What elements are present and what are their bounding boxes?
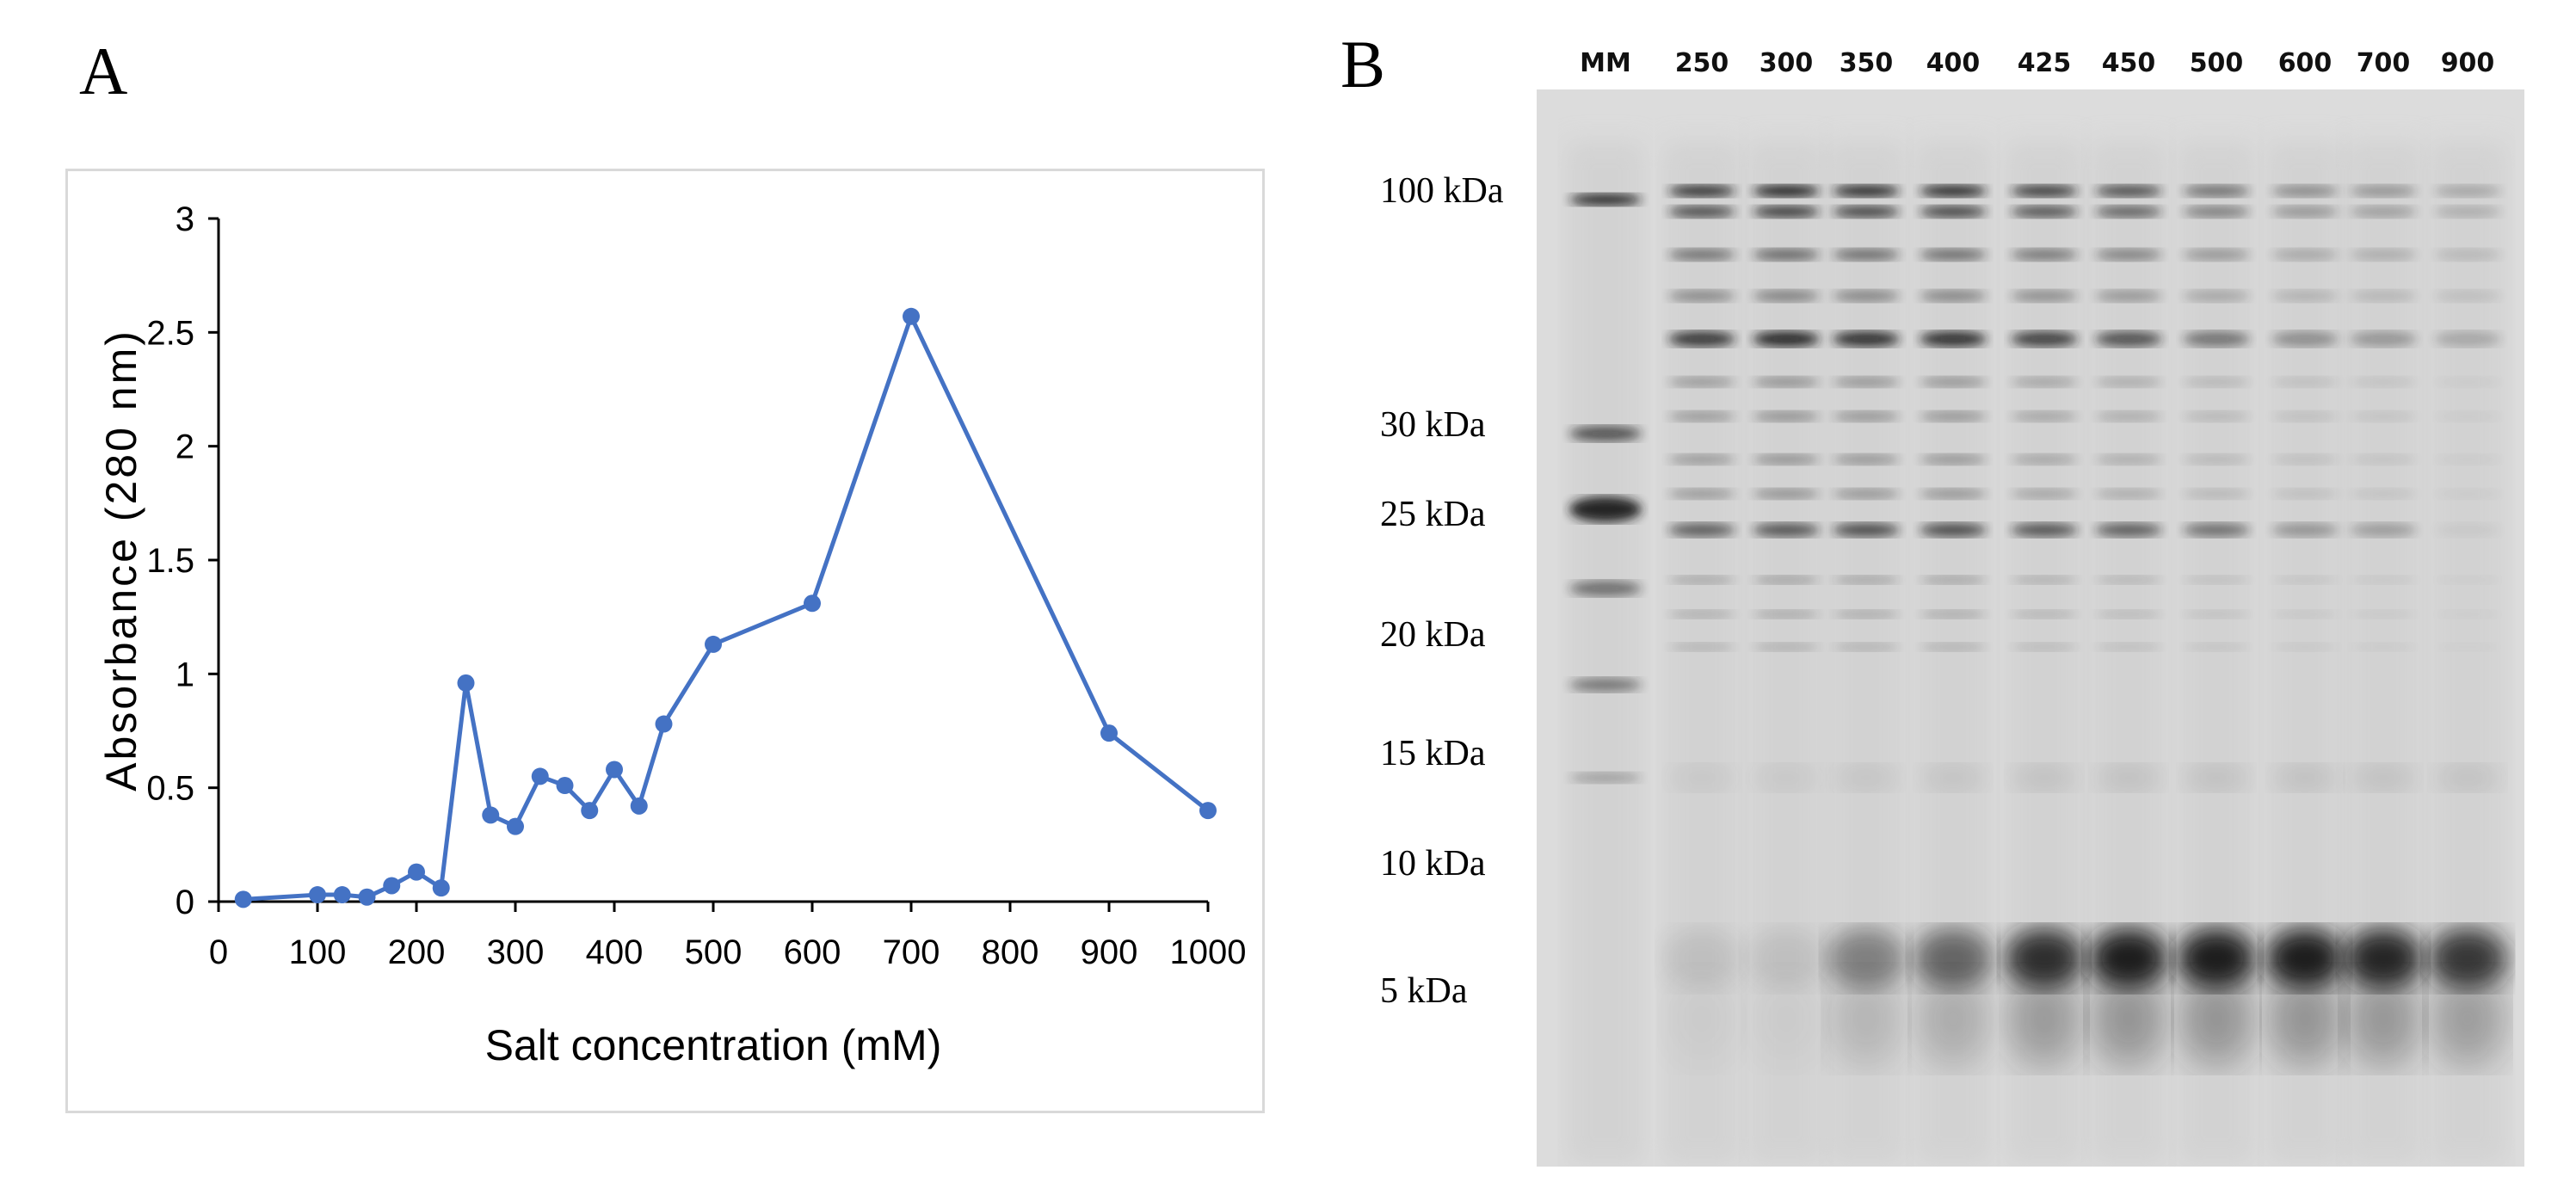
y-tick-label: 1.5 (146, 542, 194, 580)
x-tick-label: 500 (685, 933, 743, 971)
data-point (1199, 802, 1217, 820)
data-point (482, 806, 500, 824)
data-point (630, 797, 648, 815)
x-tick-label: 0 (209, 933, 228, 971)
lane-label: 300 (1759, 48, 1814, 78)
data-point (606, 761, 623, 779)
panel-b-label: B (1340, 27, 1386, 102)
data-point (531, 767, 549, 785)
lane-label: 250 (1674, 48, 1729, 78)
data-point (1100, 724, 1118, 742)
gel-image (1537, 89, 2524, 1167)
mw-marker-label: 25 kDa (1380, 495, 1486, 534)
x-tick-label: 900 (1081, 933, 1138, 971)
y-axis-title: Absorbance (280 nm) (97, 329, 145, 791)
data-point (705, 635, 722, 653)
y-tick-label: 0.5 (146, 770, 194, 808)
data-point (903, 307, 920, 325)
mw-marker-label: 30 kDa (1380, 405, 1486, 445)
data-point (581, 802, 599, 820)
data-point (383, 877, 401, 895)
data-point (234, 890, 252, 908)
y-tick-label: 0 (176, 884, 194, 921)
lane-label: MM (1580, 48, 1631, 78)
data-point (309, 886, 326, 904)
data-point (457, 674, 475, 692)
x-tick-label: 400 (586, 933, 644, 971)
panel-a-label: A (79, 34, 128, 108)
lane-label: 425 (2017, 48, 2072, 78)
data-point (432, 879, 450, 897)
x-tick-label: 200 (388, 933, 446, 971)
y-tick-label: 2.5 (146, 314, 194, 352)
mw-marker-label: 15 kDa (1380, 734, 1486, 773)
x-tick-label: 600 (784, 933, 841, 971)
absorbance-chart: 0 100 200 300 400 500 600 700 800 900 1000 0 0.5 1 1.5… (97, 200, 1247, 1069)
y-tick-label: 3 (176, 200, 194, 238)
x-tick-label: 700 (883, 933, 940, 971)
data-point (804, 594, 821, 613)
x-tick-label: 1000 (1170, 933, 1247, 971)
lane-label: 450 (2101, 48, 2156, 78)
lane-label: 600 (2277, 48, 2333, 78)
lane-label: 500 (2189, 48, 2244, 78)
data-point (556, 777, 574, 795)
mw-marker-label: 100 kDa (1380, 171, 1504, 211)
mw-marker-label: 5 kDa (1380, 971, 1468, 1011)
data-point (408, 863, 425, 881)
y-tick-label: 1 (176, 656, 194, 693)
x-tick-label: 300 (487, 933, 545, 971)
chart-frame (65, 169, 1265, 1113)
x-tick-label: 800 (982, 933, 1039, 971)
lane-label: 400 (1926, 48, 1981, 78)
data-point (655, 715, 673, 733)
data-point (358, 888, 376, 906)
lane-label: 350 (1839, 48, 1894, 78)
x-tick-label: 100 (289, 933, 347, 971)
x-axis-title: Salt concentration (mM) (485, 1021, 942, 1069)
mw-marker-label: 20 kDa (1380, 615, 1486, 655)
y-tick-label: 2 (176, 428, 194, 466)
series-line (243, 314, 1210, 902)
data-point (333, 886, 351, 904)
lane-label: 700 (2356, 48, 2411, 78)
lane-label: 900 (2440, 48, 2495, 78)
mw-marker-label: 10 kDa (1380, 844, 1486, 884)
data-point (507, 817, 524, 835)
